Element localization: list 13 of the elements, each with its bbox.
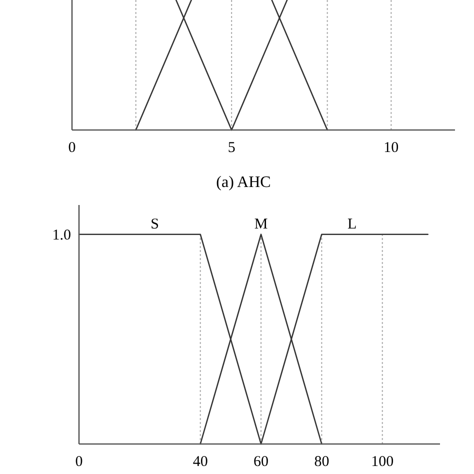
annotation: M [254, 216, 268, 232]
annotation: S [150, 216, 160, 232]
x-tick-label: 100 [371, 454, 394, 470]
x-tick-label: 10 [384, 140, 399, 156]
text: (a) AHC [216, 174, 271, 191]
annotation: L [347, 216, 357, 232]
x-tick-label: 5 [228, 140, 236, 156]
x-tick-label: 0 [75, 454, 83, 470]
x-tick-label: 40 [192, 454, 208, 470]
text: 1.0 [52, 227, 71, 244]
x-tick-label: 80 [314, 454, 330, 470]
x-tick-label: 60 [254, 454, 269, 470]
x-tick-label: 0 [68, 140, 76, 156]
